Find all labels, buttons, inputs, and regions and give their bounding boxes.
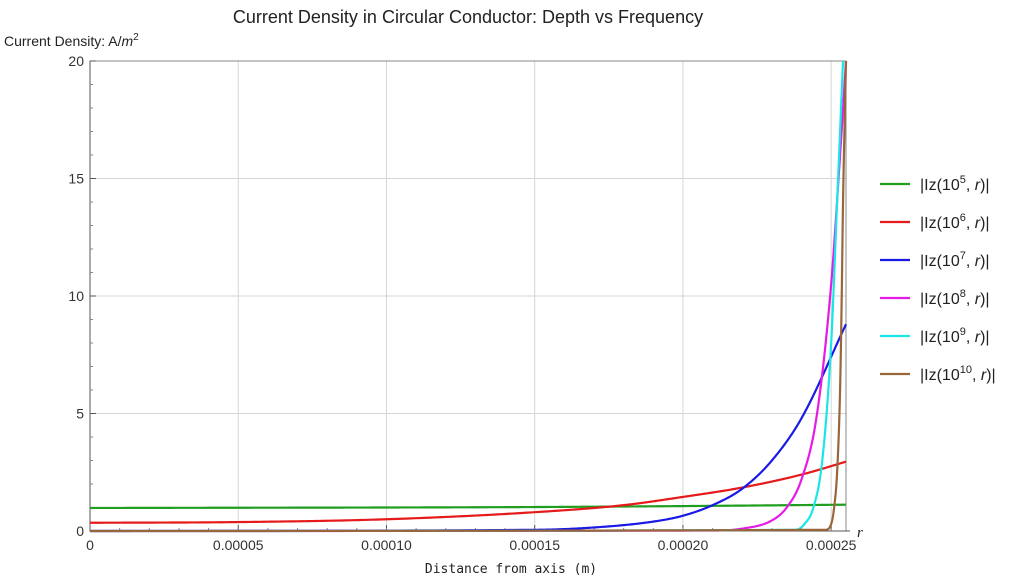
y-axis-unit-exp: 2 [133,32,139,43]
legend: |Iz(105, r)| |Iz(106, r)| |Iz(107, r)| |Iz(… [880,174,996,384]
x-axis-symbol: r [857,525,863,541]
y-tick-label: 10 [68,288,84,304]
legend-label: |Iz(109, r)| [920,326,990,346]
y-axis-label: Current Density: A/m2 [4,32,139,49]
legend-label: |Iz(107, r)| [920,250,990,270]
y-axis-unit-base: m [122,33,134,49]
series-line-1 [89,503,847,510]
x-tick-label: 0.00015 [509,537,560,553]
series-line-2 [89,460,847,524]
x-tick-label: 0 [86,537,94,553]
legend-label: |Iz(1010, r)| [920,364,996,384]
x-tick-label: 0.00020 [658,537,709,553]
series-group [89,60,848,533]
x-axis-label: Distance from axis (m) [425,562,597,577]
chart-title: Current Density in Circular Conductor: D… [233,7,703,27]
series-line-3 [89,323,847,533]
y-tick-label: 0 [76,523,84,539]
series-line-6 [90,60,848,533]
x-tick-label: 0.00010 [361,537,412,553]
y-tick-label: 5 [76,406,84,422]
x-tick-label: 0.00025 [806,537,857,553]
y-tick-label: 20 [68,53,84,69]
legend-label: |Iz(105, r)| [920,174,990,194]
y-axis-label-text: Current Density: A/ [4,33,122,49]
legend-label: |Iz(108, r)| [920,288,990,308]
x-tick-label: 0.00005 [213,537,264,553]
legend-label: |Iz(106, r)| [920,212,990,232]
y-tick-label: 15 [68,171,84,187]
axis-ticks: 0 0.00005 0.00010 0.00015 0.00020 0.00025 0 5 10… [68,53,856,553]
grid [90,60,846,531]
